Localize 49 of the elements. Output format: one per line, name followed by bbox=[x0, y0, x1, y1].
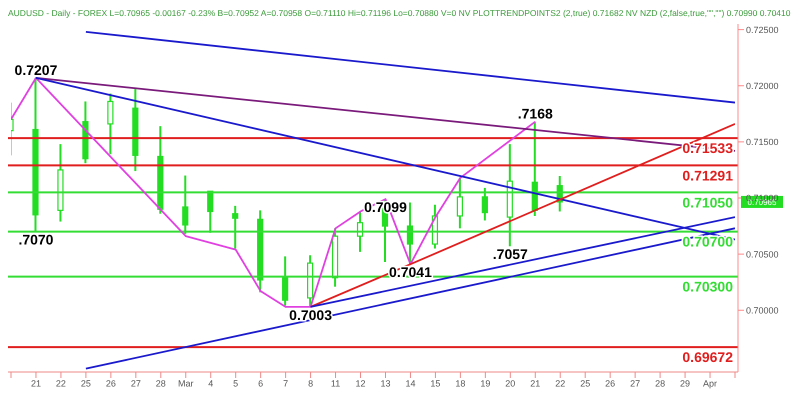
x-tick-label: Mar bbox=[178, 378, 194, 388]
data-label: .7168 bbox=[518, 106, 553, 122]
x-tick-label: 28 bbox=[156, 378, 166, 388]
x-tick-label: 12 bbox=[356, 378, 366, 388]
ref-line-label: 0.70700 bbox=[682, 234, 734, 250]
x-tick-label: 14 bbox=[405, 378, 416, 388]
x-tick-label: 6 bbox=[258, 378, 264, 388]
x-tick-label: 18 bbox=[455, 378, 466, 388]
candlestick bbox=[506, 143, 513, 248]
candlestick bbox=[57, 143, 64, 223]
x-tick-label: 26 bbox=[106, 378, 116, 388]
y-tick-label: 0.71500 bbox=[746, 137, 779, 148]
ref-line-label: 0.71050 bbox=[682, 194, 734, 210]
data-label: 0.7207 bbox=[14, 62, 58, 78]
x-tick-label: 29 bbox=[680, 378, 690, 388]
candlestick bbox=[456, 176, 463, 230]
x-tick-label: 22 bbox=[56, 378, 66, 388]
candlestick bbox=[32, 76, 39, 233]
chart-subtitle: AUDUSD - Daily - FOREX L=0.70965 -0.00167 -0.23% B=0.70952 A=0.70958 O=0.71110 Hi=0.71196 Lo=0.70880 V=0 NV PLOTTRENDPOINTS2 (2,true) 0.71682 NV NZD (2,false,true,"","") 0.70990 0.70410 bbox=[8, 8, 792, 20]
x-tick-label: 21 bbox=[530, 378, 540, 388]
y-tick-label: 0.72500 bbox=[746, 24, 779, 35]
annotation: .7070 bbox=[18, 232, 54, 248]
x-tick-label: 21 bbox=[30, 378, 41, 388]
x-tick-label: 11 bbox=[330, 378, 340, 388]
x-tick-label: 28 bbox=[655, 378, 666, 388]
x-tick-label: 7 bbox=[283, 378, 288, 388]
annotation: .7057 bbox=[492, 246, 528, 262]
x-tick-label: 25 bbox=[80, 378, 91, 388]
candlestick bbox=[132, 88, 138, 172]
x-tick-label: 20 bbox=[505, 378, 516, 388]
ref-line-label: 0.70300 bbox=[682, 278, 734, 295]
x-tick-label: 25 bbox=[580, 378, 590, 388]
x-tick-label: 27 bbox=[630, 378, 640, 388]
ref-line-label: 0.71291 bbox=[682, 167, 734, 184]
x-tick-label: 15 bbox=[430, 378, 440, 388]
x-tick-label: 13 bbox=[380, 378, 390, 388]
y-tick-label: 0.70500 bbox=[746, 249, 779, 260]
data-label: 0.7003 bbox=[289, 306, 332, 323]
x-tick-label: 5 bbox=[233, 378, 238, 388]
x-tick-label: 19 bbox=[480, 378, 490, 388]
x-tick-label: 8 bbox=[308, 378, 314, 388]
y-tick-label: 0.72000 bbox=[746, 80, 779, 91]
x-tick-label: Apr bbox=[703, 378, 718, 388]
x-tick-label: 26 bbox=[605, 378, 616, 388]
ref-line-label: 0.69672 bbox=[682, 349, 734, 366]
x-tick-label: 27 bbox=[130, 378, 141, 388]
y-tick-label: 0.70000 bbox=[746, 305, 779, 316]
x-tick-label: 4 bbox=[208, 378, 214, 388]
x-tick-label: 22 bbox=[555, 378, 566, 388]
